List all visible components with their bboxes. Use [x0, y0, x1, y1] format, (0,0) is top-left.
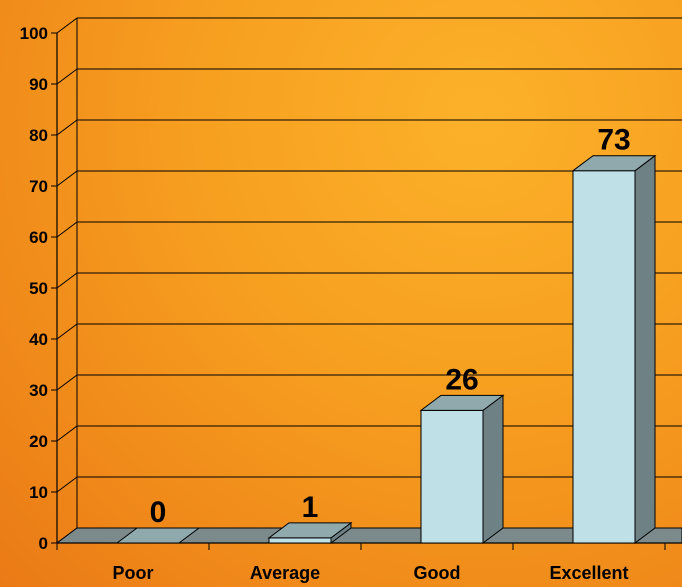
y-tick-label-100: 100 [20, 24, 48, 43]
bars [115, 154, 657, 544]
data-label-good: 26 [445, 363, 478, 396]
y-tick-labels: 0 10 20 30 40 50 60 70 80 90 100 [20, 24, 48, 553]
data-label-average: 1 [302, 491, 319, 524]
bar-top-good [419, 394, 505, 411]
gridline-diag-40 [56, 323, 78, 340]
y-tick-label-90: 90 [29, 75, 48, 94]
y-tick-label-80: 80 [29, 126, 48, 145]
gridline-diag-30 [56, 374, 78, 391]
y-tick-label-60: 60 [29, 228, 48, 247]
category-label-good: Good [414, 563, 461, 583]
bar-front-average [268, 537, 332, 544]
data-labels: 0 1 26 73 [150, 124, 631, 529]
y-tick-label-30: 30 [29, 381, 48, 400]
y-tick-label-20: 20 [29, 432, 48, 451]
y-tick-label-70: 70 [29, 177, 48, 196]
category-labels: Poor Average Good Excellent [112, 563, 628, 583]
bar-top-poor [115, 527, 201, 544]
y-tick-label-0: 0 [39, 534, 48, 553]
data-label-excellent: 73 [597, 124, 630, 157]
gridline-diag-100 [56, 17, 78, 34]
category-label-excellent: Excellent [549, 563, 628, 583]
category-label-average: Average [250, 563, 320, 583]
gridline-diag-50 [56, 272, 78, 289]
bar-front-good [420, 409, 484, 544]
y-tick-label-10: 10 [29, 483, 48, 502]
bar-side-excellent [634, 154, 656, 544]
gridline-diag-80 [56, 119, 78, 136]
gridline-diag-10 [56, 476, 78, 493]
gridline-diag-60 [56, 221, 78, 238]
bar-side-good [482, 394, 504, 544]
gridline-diag-90 [56, 68, 78, 85]
y-tick-label-40: 40 [29, 330, 48, 349]
gridline-diag-20 [56, 425, 78, 442]
bar-front-excellent [572, 170, 636, 544]
y-tick-label-50: 50 [29, 279, 48, 298]
gridline-diag-70 [56, 170, 78, 187]
category-label-poor: Poor [112, 563, 153, 583]
bar-top-excellent [571, 155, 657, 172]
data-label-poor: 0 [150, 496, 167, 529]
bar-top-average [267, 522, 353, 539]
